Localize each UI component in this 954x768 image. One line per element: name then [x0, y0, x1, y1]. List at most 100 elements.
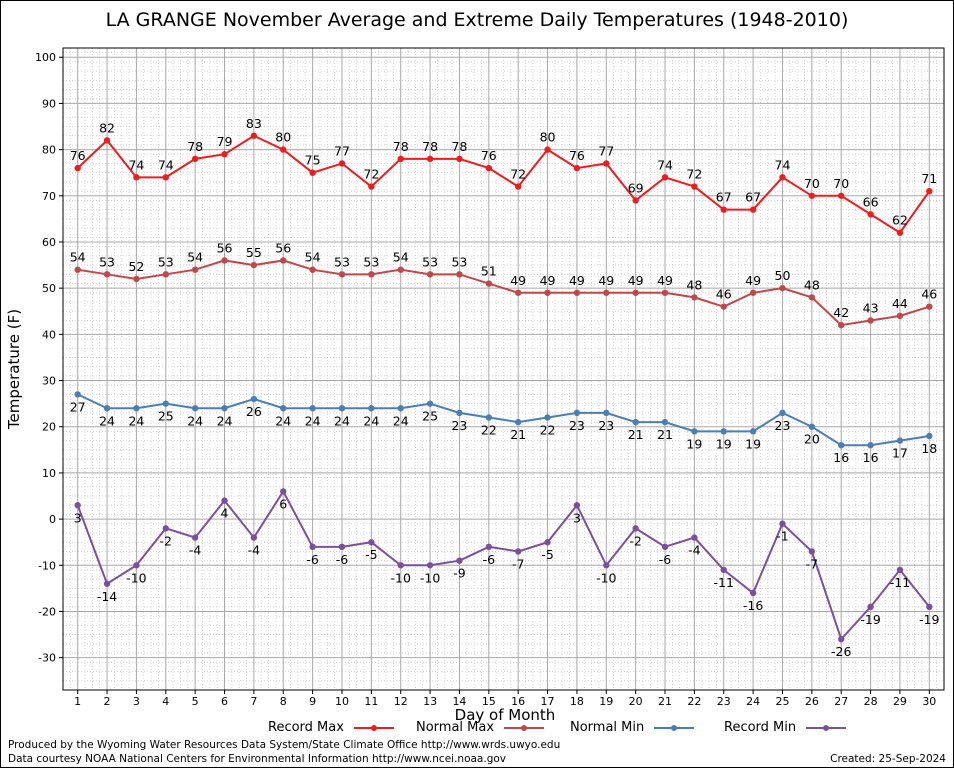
record-min-point [338, 543, 346, 551]
record-min-data-label: -2 [160, 533, 172, 548]
normal-max-point [573, 289, 581, 296]
record-max-point [514, 183, 522, 190]
normal-min-data-label: 24 [363, 413, 379, 428]
x-tick-label: 7 [250, 695, 257, 708]
normal-max-point [133, 275, 140, 283]
record-max-point [456, 155, 463, 163]
normal-max-point [280, 257, 287, 264]
record-max-point [74, 164, 81, 172]
normal-max-point [368, 271, 375, 278]
record-max-point [896, 229, 904, 236]
legend-record-min-label: Record Min [724, 720, 797, 735]
record-max-data-label: 80 [540, 130, 556, 145]
y-tick-label: -20 [38, 605, 56, 618]
record-min-point [896, 566, 904, 574]
record-min-point [720, 566, 727, 574]
y-tick-label: 60 [42, 236, 56, 249]
record-min-point [603, 562, 610, 569]
normal-max-point [867, 317, 874, 324]
record-max-point [162, 174, 169, 181]
x-tick-label: 3 [133, 695, 140, 708]
normal-min-data-label: 18 [921, 441, 937, 456]
record-min-point [426, 562, 434, 569]
normal-min-point [191, 405, 199, 412]
record-max-data-label: 82 [99, 120, 115, 135]
record-min-line [76, 489, 931, 642]
x-tick-label: 6 [221, 695, 228, 708]
x-tick-label: 17 [541, 695, 555, 708]
record-min-data-label: -10 [420, 570, 440, 585]
x-tick-label: 25 [775, 695, 789, 708]
y-tick-label: 40 [42, 328, 56, 341]
normal-min-data-label: 23 [569, 418, 585, 433]
x-tick-label: 2 [104, 695, 111, 708]
record-min-point [544, 539, 551, 546]
x-tick-label: 19 [599, 695, 613, 708]
normal-min-point [573, 409, 581, 417]
x-tick-label: 14 [452, 695, 466, 708]
normal-max-data-label: 44 [892, 296, 908, 311]
normal-max-data-label: 54 [187, 250, 203, 265]
record-max-data-label: 66 [863, 194, 879, 209]
normal-min-point [250, 395, 258, 403]
x-tick-label: 16 [511, 695, 525, 708]
record-min-data-label: -26 [831, 644, 851, 659]
normal-min-data-label: 19 [716, 436, 732, 451]
record-min-data-label: -6 [659, 552, 672, 567]
normal-min-point [426, 400, 434, 407]
record-min-data-label: -7 [512, 556, 524, 571]
record-max-data-label: 74 [128, 157, 144, 172]
y-tick-label: 30 [42, 375, 56, 388]
normal-min-data-label: 24 [128, 413, 144, 428]
normal-max-data-label: 46 [921, 287, 937, 302]
record-max-data-label: 67 [716, 190, 732, 205]
record-max-point [221, 151, 228, 158]
record-max-point [691, 183, 698, 190]
record-max-data-label: 76 [70, 148, 86, 163]
normal-min-data-label: 24 [187, 413, 203, 428]
normal-min-point [338, 405, 346, 412]
record-max-line [76, 134, 931, 235]
normal-min-point [632, 418, 639, 426]
normal-min-point [838, 442, 845, 449]
record-min-data-label: -10 [126, 570, 146, 585]
normal-min-data-label: 26 [246, 404, 262, 419]
normal-max-point [720, 303, 727, 310]
normal-max-point [838, 321, 845, 329]
legend-normal-max: Normal Max [416, 720, 546, 735]
normal-min-point [808, 423, 816, 430]
normal-max-point [632, 289, 639, 296]
legend-normal-max-swatch [504, 724, 545, 731]
x-tick-label: 29 [893, 695, 907, 708]
normal-max-point [309, 266, 316, 273]
normal-max-data-label: 49 [510, 273, 526, 288]
normal-min-data-label: 22 [481, 422, 497, 437]
normal-min-point [456, 409, 463, 417]
normal-max-data-label: 51 [481, 264, 497, 279]
record-max-point [368, 183, 375, 190]
record-max-point [133, 174, 140, 181]
record-max-data-label: 83 [246, 116, 262, 131]
normal-max-point [338, 271, 346, 278]
legend-record-max-label: Record Max [268, 720, 344, 735]
normal-min-data-label: 21 [657, 427, 673, 442]
normal-min-point [280, 405, 287, 412]
normal-max-data-label: 49 [745, 273, 761, 288]
normal-min-point [779, 409, 786, 417]
normal-max-point [74, 266, 81, 273]
x-axis-label: Day of Month [454, 706, 556, 724]
x-tick-label: 18 [570, 695, 584, 708]
normal-max-point [544, 289, 551, 296]
record-min-data-label: 6 [279, 496, 287, 511]
normal-max-data-label: 50 [775, 268, 791, 283]
normal-max-point [485, 280, 493, 287]
normal-min-data-label: 24 [393, 413, 409, 428]
footer-data-source: Data courtesy NOAA National Centers for … [8, 753, 507, 765]
x-tick-label: 10 [335, 695, 349, 708]
record-min-point [74, 502, 81, 509]
y-tick-label: -30 [38, 652, 56, 665]
record-max-point [926, 187, 933, 195]
record-min-point [280, 488, 287, 495]
record-min-data-label: -2 [629, 533, 641, 548]
x-tick-label: 1 [74, 695, 81, 708]
